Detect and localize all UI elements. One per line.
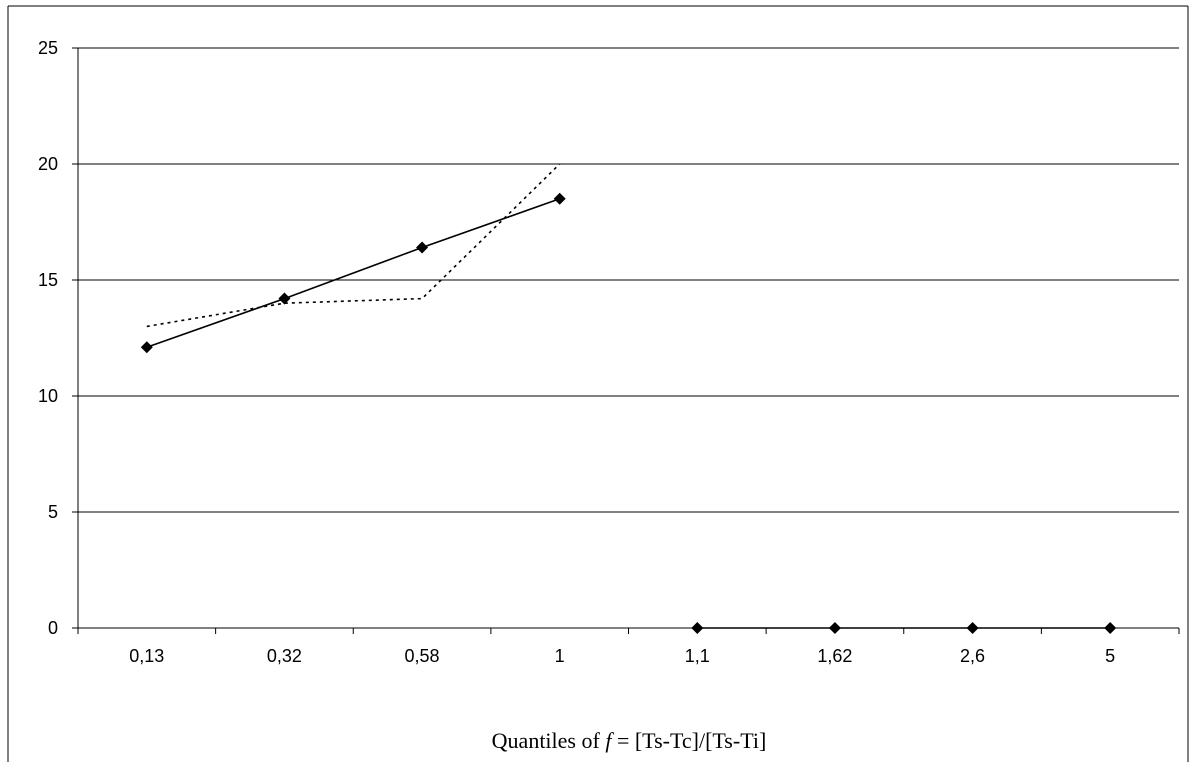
diamond-marker <box>553 192 566 205</box>
y-tick-label: 25 <box>38 38 58 58</box>
x-tick-label: 5 <box>1105 646 1115 666</box>
x-tick-label: 1,1 <box>685 646 710 666</box>
y-tick-label: 0 <box>48 618 58 638</box>
solid-series-line <box>146 198 560 349</box>
x-tick-label: 1,62 <box>817 646 852 666</box>
diamond-marker <box>691 622 704 634</box>
diamond-marker <box>1104 622 1117 634</box>
x-tick-label: 0,32 <box>267 646 302 666</box>
x-axis-title: Quantiles of f = [Ts-Tc]/[Ts-Ti] <box>492 728 767 753</box>
y-tick-label: 10 <box>38 386 58 406</box>
dotted-series-line <box>146 163 561 328</box>
x-tick-label: 2,6 <box>960 646 985 666</box>
x-axis-title-suffix: = [Ts-Tc]/[Ts-Ti] <box>611 728 766 753</box>
x-axis-title-prefix: Quantiles of <box>492 728 606 753</box>
diamond-marker <box>966 622 979 634</box>
y-tick-label: 5 <box>48 502 58 522</box>
x-tick-label: 0,13 <box>129 646 164 666</box>
diamond-marker <box>140 341 153 354</box>
diamond-marker <box>828 622 841 634</box>
y-tick-label: 15 <box>38 270 58 290</box>
x-axis-title-variable: f <box>605 728 614 753</box>
x-tick-label: 1 <box>555 646 565 666</box>
x-tick-label: 0,58 <box>405 646 440 666</box>
y-tick-label: 20 <box>38 154 58 174</box>
diamond-marker <box>416 241 429 254</box>
diamond-marker <box>278 292 291 305</box>
